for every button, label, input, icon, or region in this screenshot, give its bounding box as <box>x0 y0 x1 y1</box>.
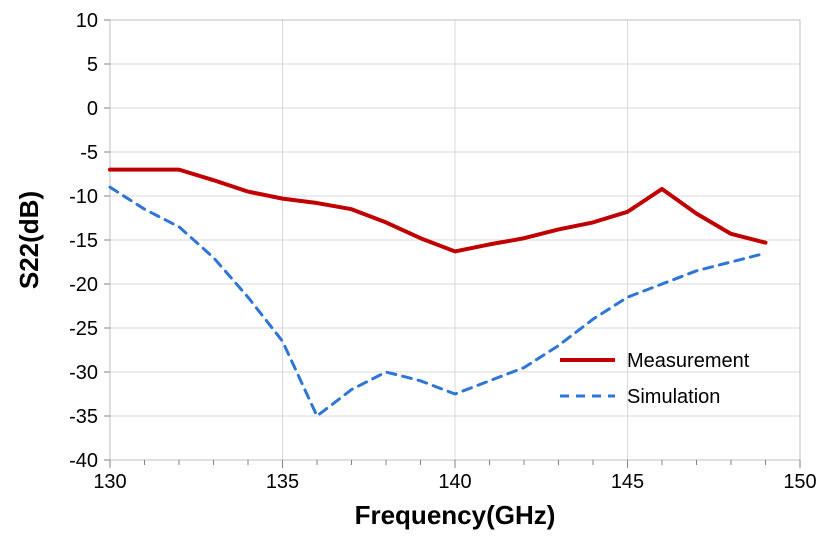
s22-chart: 130 135 140 145 150 -40 -35 -30 -25 -20 -15 -10 -5 0 5… <box>0 0 827 541</box>
x-tick-label: 150 <box>783 471 816 493</box>
y-tick-label: -35 <box>69 406 98 428</box>
y-tick-label: -20 <box>69 274 98 296</box>
y-tick-label: -40 <box>69 450 98 472</box>
y-tick-label: 10 <box>76 10 98 32</box>
y-tick-label: -30 <box>69 362 98 384</box>
y-tick-label: -10 <box>69 186 98 208</box>
y-tick-label: 5 <box>87 54 98 76</box>
x-tick-label: 140 <box>438 471 471 493</box>
legend-label-simulation: Simulation <box>627 386 720 408</box>
y-axis-label: S22(dB) <box>14 191 44 289</box>
y-tick-label: -15 <box>69 230 98 252</box>
legend-label-measurement: Measurement <box>627 350 750 372</box>
y-tick-label: -5 <box>80 142 98 164</box>
x-tick-label: 130 <box>93 471 126 493</box>
y-tick-label: 0 <box>87 98 98 120</box>
x-tick-label: 145 <box>611 471 644 493</box>
x-axis-label: Frequency(GHz) <box>355 500 556 530</box>
y-tick-label: -25 <box>69 318 98 340</box>
chart-svg: 130 135 140 145 150 -40 -35 -30 -25 -20 -15 -10 -5 0 5… <box>0 0 827 541</box>
x-tick-label: 135 <box>266 471 299 493</box>
